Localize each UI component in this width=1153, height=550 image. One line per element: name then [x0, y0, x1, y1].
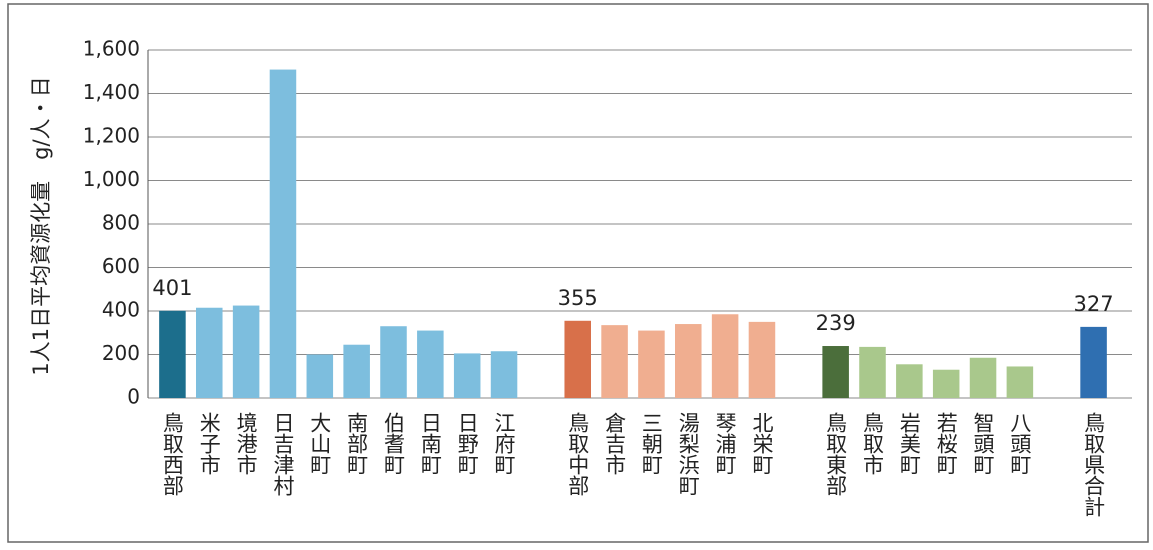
y-tick-label: 1,600	[83, 37, 140, 61]
x-tick-label: 三朝町	[639, 412, 663, 475]
x-tick-label: 江府町	[492, 412, 516, 475]
x-tick-label: 鳥取東部	[824, 412, 848, 496]
bar	[417, 330, 444, 398]
x-tick-label: 米子市	[197, 412, 221, 475]
y-tick-label: 600	[102, 254, 140, 278]
y-tick-label: 400	[102, 298, 140, 322]
bar	[822, 346, 849, 398]
bar	[675, 324, 702, 398]
bar	[932, 369, 960, 398]
x-tick-label: 日南町	[418, 412, 442, 475]
x-tick-label: 八頭町	[1008, 412, 1032, 475]
x-tick-label: 伯耆町	[382, 412, 406, 475]
y-tick-label: 800	[102, 211, 140, 235]
bar	[269, 69, 297, 398]
x-tick-label: 鳥取西部	[160, 412, 184, 496]
bar	[380, 326, 407, 398]
bar	[638, 330, 665, 398]
data-label: 239	[816, 311, 856, 335]
bar	[969, 357, 997, 398]
x-tick-label: 倉吉市	[603, 412, 627, 475]
bar	[896, 364, 923, 398]
y-tick-label: 0	[127, 385, 140, 409]
x-tick-label: 日野町	[455, 412, 479, 475]
x-tick-label: 南部町	[345, 412, 369, 475]
data-label: 355	[558, 286, 598, 310]
bar	[232, 305, 260, 398]
bar	[748, 321, 776, 398]
bar	[343, 344, 370, 398]
y-axis-title: 1人1日平均資源化量 g/人・日	[29, 76, 53, 375]
y-tick-label: 1,000	[83, 167, 140, 191]
bar	[1080, 326, 1107, 398]
bar	[306, 354, 334, 398]
x-tick-label: 智頭町	[971, 412, 995, 475]
x-tick-label: 若桜町	[934, 412, 958, 475]
x-tick-label: 北栄町	[750, 412, 774, 475]
frame	[7, 3, 1149, 543]
bar	[159, 310, 186, 398]
bar	[711, 314, 739, 398]
x-tick-label: 岩美町	[897, 412, 921, 475]
data-label: 401	[152, 276, 192, 300]
y-tick-label: 200	[102, 341, 140, 365]
x-tick-label: 鳥取県合計	[1082, 412, 1106, 517]
x-tick-label: 湯梨浜町	[676, 412, 700, 496]
x-tick-label: 大山町	[308, 412, 332, 475]
bar	[490, 351, 518, 398]
x-tick-label: 琴浦町	[713, 412, 737, 475]
bar	[859, 346, 886, 398]
bar	[196, 307, 223, 398]
bar	[601, 325, 628, 398]
y-tick-label: 1,200	[83, 124, 140, 148]
x-tick-label: 鳥取市	[861, 412, 885, 475]
bar	[564, 320, 591, 398]
bar	[1006, 366, 1034, 398]
x-tick-label: 境港市	[234, 412, 258, 475]
y-tick-label: 1,400	[83, 80, 140, 104]
bar	[453, 353, 481, 398]
x-tick-label: 鳥取中部	[566, 412, 590, 496]
x-tick-label: 日吉津村	[271, 412, 295, 496]
data-label: 327	[1074, 292, 1114, 316]
